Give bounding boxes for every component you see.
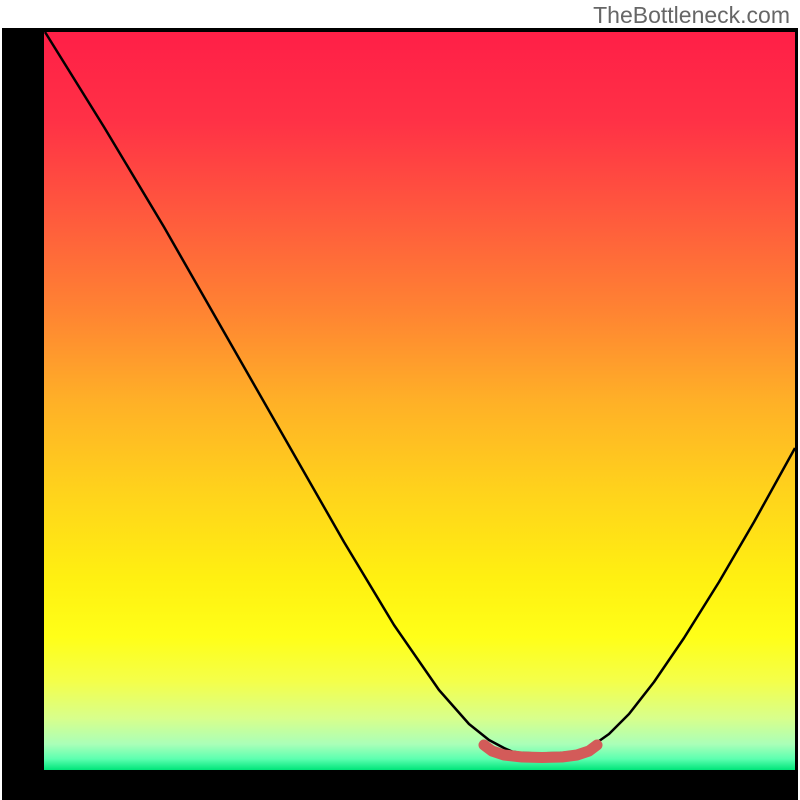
bottleneck-chart	[0, 0, 800, 800]
chart-root: TheBottleneck.com	[0, 0, 800, 800]
attribution-text: TheBottleneck.com	[593, 2, 790, 29]
